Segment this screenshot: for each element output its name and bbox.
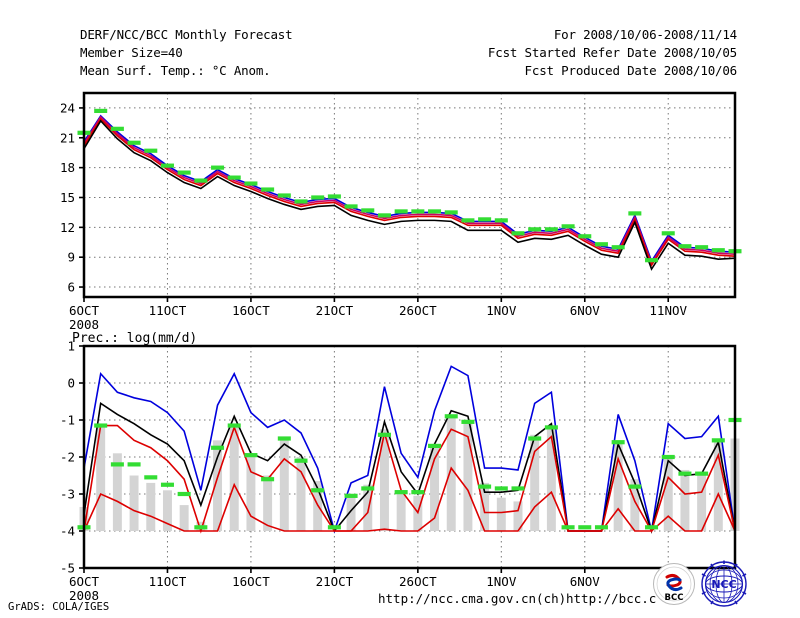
- svg-text:15: 15: [60, 190, 75, 205]
- svg-text:-3: -3: [60, 487, 75, 502]
- grads-credit: GrADS: COLA/IGES: [8, 601, 110, 613]
- svg-text:0: 0: [67, 376, 75, 391]
- svg-text:16OCT: 16OCT: [232, 574, 270, 589]
- svg-text:2008: 2008: [69, 317, 99, 330]
- ncc-url[interactable]: http://ncc.cma.gov.cn(ch): [378, 591, 567, 606]
- svg-text:6NOV: 6NOV: [570, 303, 601, 318]
- svg-text:18: 18: [60, 160, 75, 175]
- svg-text:11NOV: 11NOV: [649, 303, 687, 318]
- precipitation-panel-title: Prec.: log(mm/d): [72, 331, 198, 346]
- bcc-logo: BCC: [652, 562, 696, 606]
- header-title: DERF/NCC/BCC Monthly Forecast: [80, 27, 293, 42]
- svg-text:-1: -1: [60, 413, 75, 428]
- svg-text:6OCT: 6OCT: [69, 303, 100, 318]
- header-refer-date: Fcst Started Refer Date 2008/10/05: [487, 45, 737, 60]
- svg-text:11OCT: 11OCT: [149, 574, 187, 589]
- svg-text:NCC: NCC: [711, 578, 736, 591]
- header-variable-label: Mean Surf. Temp.: °C Anom.: [80, 63, 271, 78]
- svg-text:9: 9: [67, 250, 75, 265]
- svg-text:-4: -4: [60, 524, 75, 539]
- header-produced-date: Fcst Produced Date 2008/10/06: [524, 63, 738, 78]
- svg-text:24: 24: [60, 100, 75, 115]
- svg-text:21OCT: 21OCT: [316, 574, 354, 589]
- bcc-url[interactable]: http://bcc.c: [566, 591, 657, 606]
- svg-text:6OCT: 6OCT: [69, 574, 100, 589]
- svg-text:-2: -2: [60, 450, 75, 465]
- svg-text:BCC: BCC: [665, 593, 684, 603]
- svg-text:1NOV: 1NOV: [486, 303, 517, 318]
- header-member-size: Member Size=40: [80, 45, 183, 60]
- svg-text:21: 21: [60, 130, 75, 145]
- svg-text:1NOV: 1NOV: [486, 574, 517, 589]
- svg-text:26OCT: 26OCT: [399, 574, 437, 589]
- svg-text:26OCT: 26OCT: [399, 303, 437, 318]
- ncc-logo: NCC: [700, 560, 748, 608]
- svg-text:12: 12: [60, 220, 75, 235]
- svg-text:-5: -5: [60, 561, 75, 576]
- header-forecast-period: For 2008/10/06-2008/11/14: [553, 27, 737, 42]
- svg-text:6: 6: [67, 280, 75, 295]
- svg-text:6NOV: 6NOV: [570, 574, 601, 589]
- svg-text:16OCT: 16OCT: [232, 303, 270, 318]
- svg-text:21OCT: 21OCT: [316, 303, 354, 318]
- svg-text:11OCT: 11OCT: [149, 303, 187, 318]
